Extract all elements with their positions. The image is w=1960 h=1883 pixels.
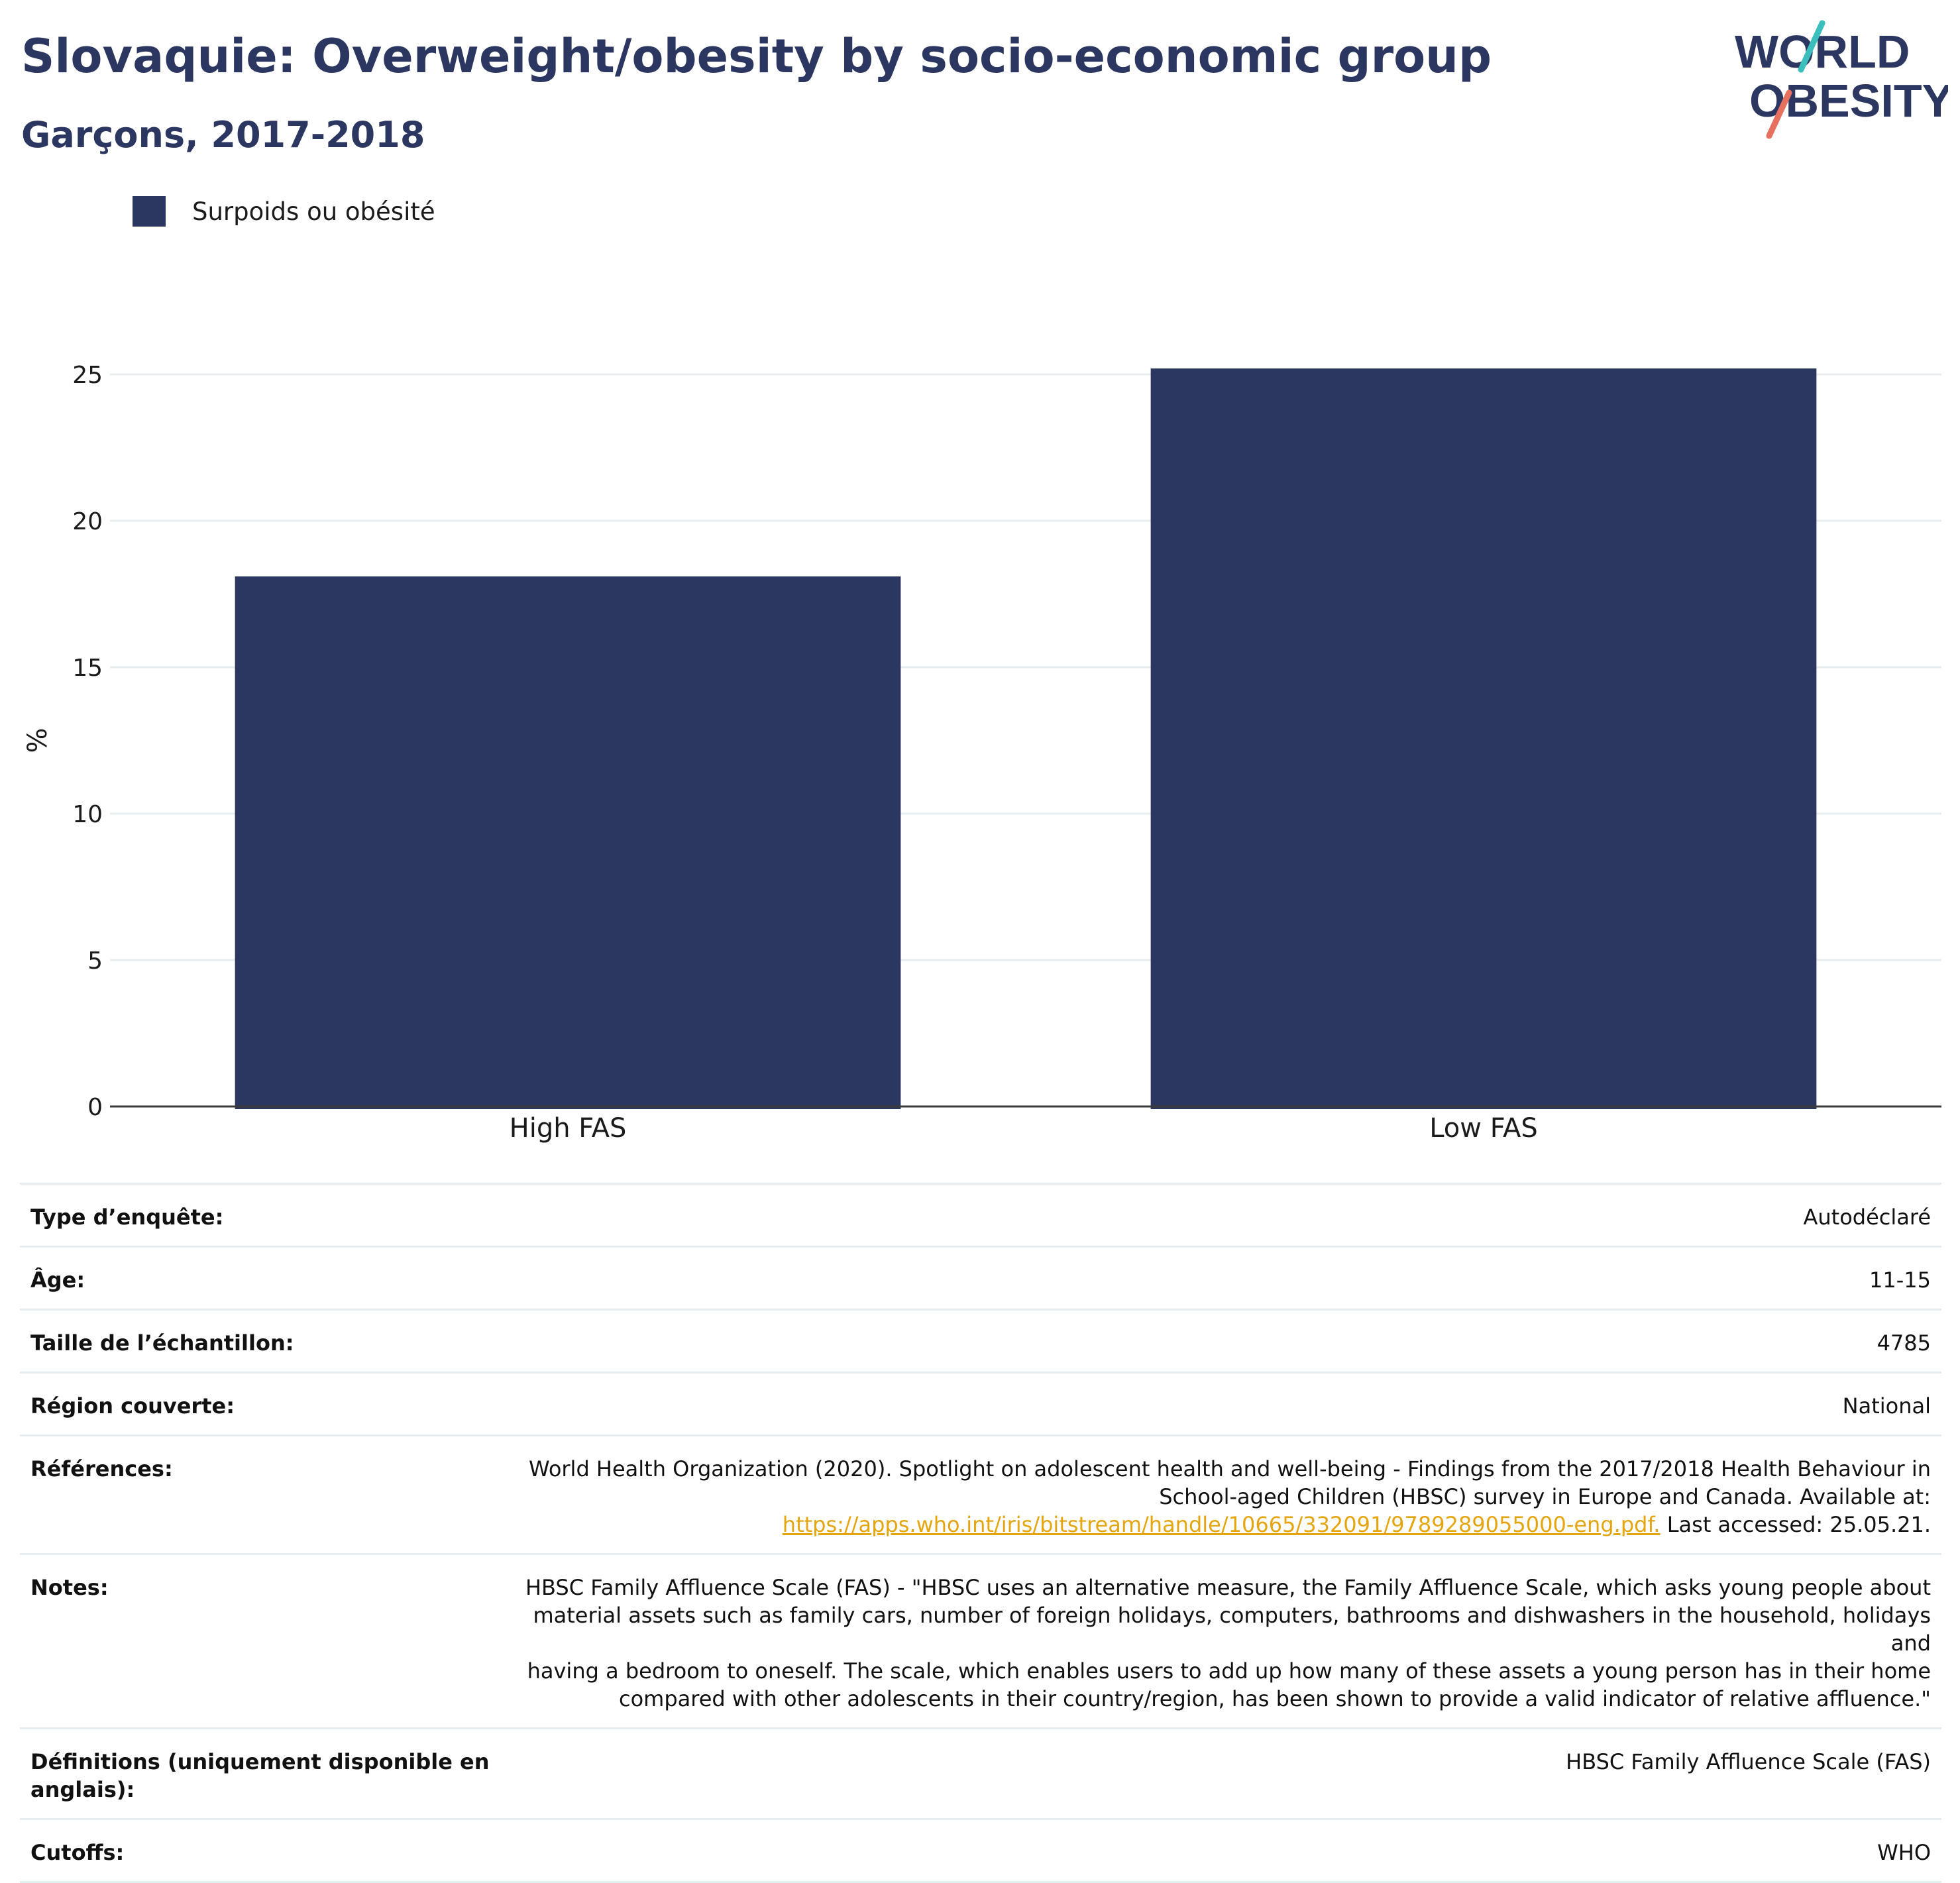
y-tick-label-5: 5 xyxy=(87,947,103,975)
world-obesity-logo: WORLD OBESITY xyxy=(1735,20,1948,139)
x-tick-label-low-fas: Low FAS xyxy=(1429,1113,1538,1144)
references-link[interactable]: https://apps.who.int/iris/bitstream/hand… xyxy=(782,1512,1661,1537)
y-tick-label-15: 15 xyxy=(72,655,103,682)
notes-line-2: material assets such as family cars, num… xyxy=(533,1603,1931,1656)
y-tick-labels: 0 5 10 15 20 25 xyxy=(72,362,103,1121)
x-tick-labels: High FAS Low FAS xyxy=(510,1113,1538,1144)
region-label: Région couverte: xyxy=(30,1393,235,1419)
bars xyxy=(235,368,1817,1109)
meta-row-definitions: Définitions (uniquement disponible en an… xyxy=(20,1727,1941,1818)
references-line-1: World Health Organization (2020). Spotli… xyxy=(529,1456,1931,1481)
references-line-2: School-aged Children (HBSC) survey in Eu… xyxy=(1159,1484,1931,1509)
notes-line-4: compared with other adolescents in their… xyxy=(618,1686,1931,1711)
meta-row-survey-type: Type d’enquête: Autodéclaré xyxy=(20,1183,1941,1246)
bar-low-fas xyxy=(1150,368,1817,1109)
chart-subtitle: Garçons, 2017-2018 xyxy=(21,114,425,156)
references-line-3: https://apps.who.int/iris/bitstream/hand… xyxy=(494,1511,1931,1538)
legend-swatch xyxy=(133,196,166,227)
y-tick-label-10: 10 xyxy=(72,801,103,828)
survey-type-value: Autodéclaré xyxy=(1803,1205,1931,1230)
chart-legend: Surpoids ou obésité xyxy=(133,196,435,227)
references-label: Références: xyxy=(30,1456,173,1481)
sample-size-value: 4785 xyxy=(1877,1330,1931,1356)
notes-label: Notes: xyxy=(30,1575,109,1600)
x-tick-label-high-fas: High FAS xyxy=(510,1113,627,1144)
sample-size-label: Taille de l’échantillon: xyxy=(30,1330,294,1356)
bar-high-fas xyxy=(235,576,901,1109)
logo-slash-coral xyxy=(1766,89,1792,139)
bar-chart: 0 5 10 15 20 25 High FAS Low FAS % xyxy=(23,362,1941,1144)
chart-title: Slovaquie: Overweight/obesity by socio-e… xyxy=(21,29,1492,83)
survey-type-label: Type d’enquête: xyxy=(30,1205,224,1230)
definitions-label: Définitions (uniquement disponible en an… xyxy=(30,1749,490,1802)
y-tick-label-25: 25 xyxy=(72,362,103,389)
references-accessed: Last accessed: 25.05.21. xyxy=(1660,1512,1931,1537)
legend-label: Surpoids ou obésité xyxy=(192,197,435,226)
meta-row-sample-size: Taille de l’échantillon: 4785 xyxy=(20,1309,1941,1372)
meta-row-cutoffs: Cutoffs: WHO xyxy=(20,1818,1941,1883)
meta-row-age: Âge: 11-15 xyxy=(20,1246,1941,1309)
logo-slash-teal xyxy=(1798,20,1825,73)
metadata-table: Type d’enquête: Autodéclaré Âge: 11-15 T… xyxy=(20,1183,1941,1883)
age-label: Âge: xyxy=(30,1267,85,1293)
y-tick-label-20: 20 xyxy=(72,508,103,535)
logo-line1: WORLD xyxy=(1735,26,1910,78)
definitions-value: HBSC Family Affluence Scale (FAS) xyxy=(1566,1749,1931,1774)
meta-row-references: Références: World Health Organization (2… xyxy=(20,1434,1941,1553)
region-value: National xyxy=(1842,1393,1931,1419)
cutoffs-value: WHO xyxy=(1877,1840,1931,1865)
y-tick-label-0: 0 xyxy=(87,1094,103,1121)
notes-line-1: HBSC Family Affluence Scale (FAS) - "HBS… xyxy=(525,1575,1931,1600)
age-value: 11-15 xyxy=(1869,1267,1931,1293)
notes-value: HBSC Family Affluence Scale (FAS) - "HBS… xyxy=(494,1574,1931,1713)
meta-row-notes: Notes: HBSC Family Affluence Scale (FAS)… xyxy=(20,1553,1941,1727)
references-value: World Health Organization (2020). Spotli… xyxy=(494,1455,1931,1538)
notes-line-3: having a bedroom to oneself. The scale, … xyxy=(527,1658,1931,1684)
y-axis-label: % xyxy=(23,727,53,753)
meta-row-region: Région couverte: National xyxy=(20,1372,1941,1434)
cutoffs-label: Cutoffs: xyxy=(30,1840,125,1865)
